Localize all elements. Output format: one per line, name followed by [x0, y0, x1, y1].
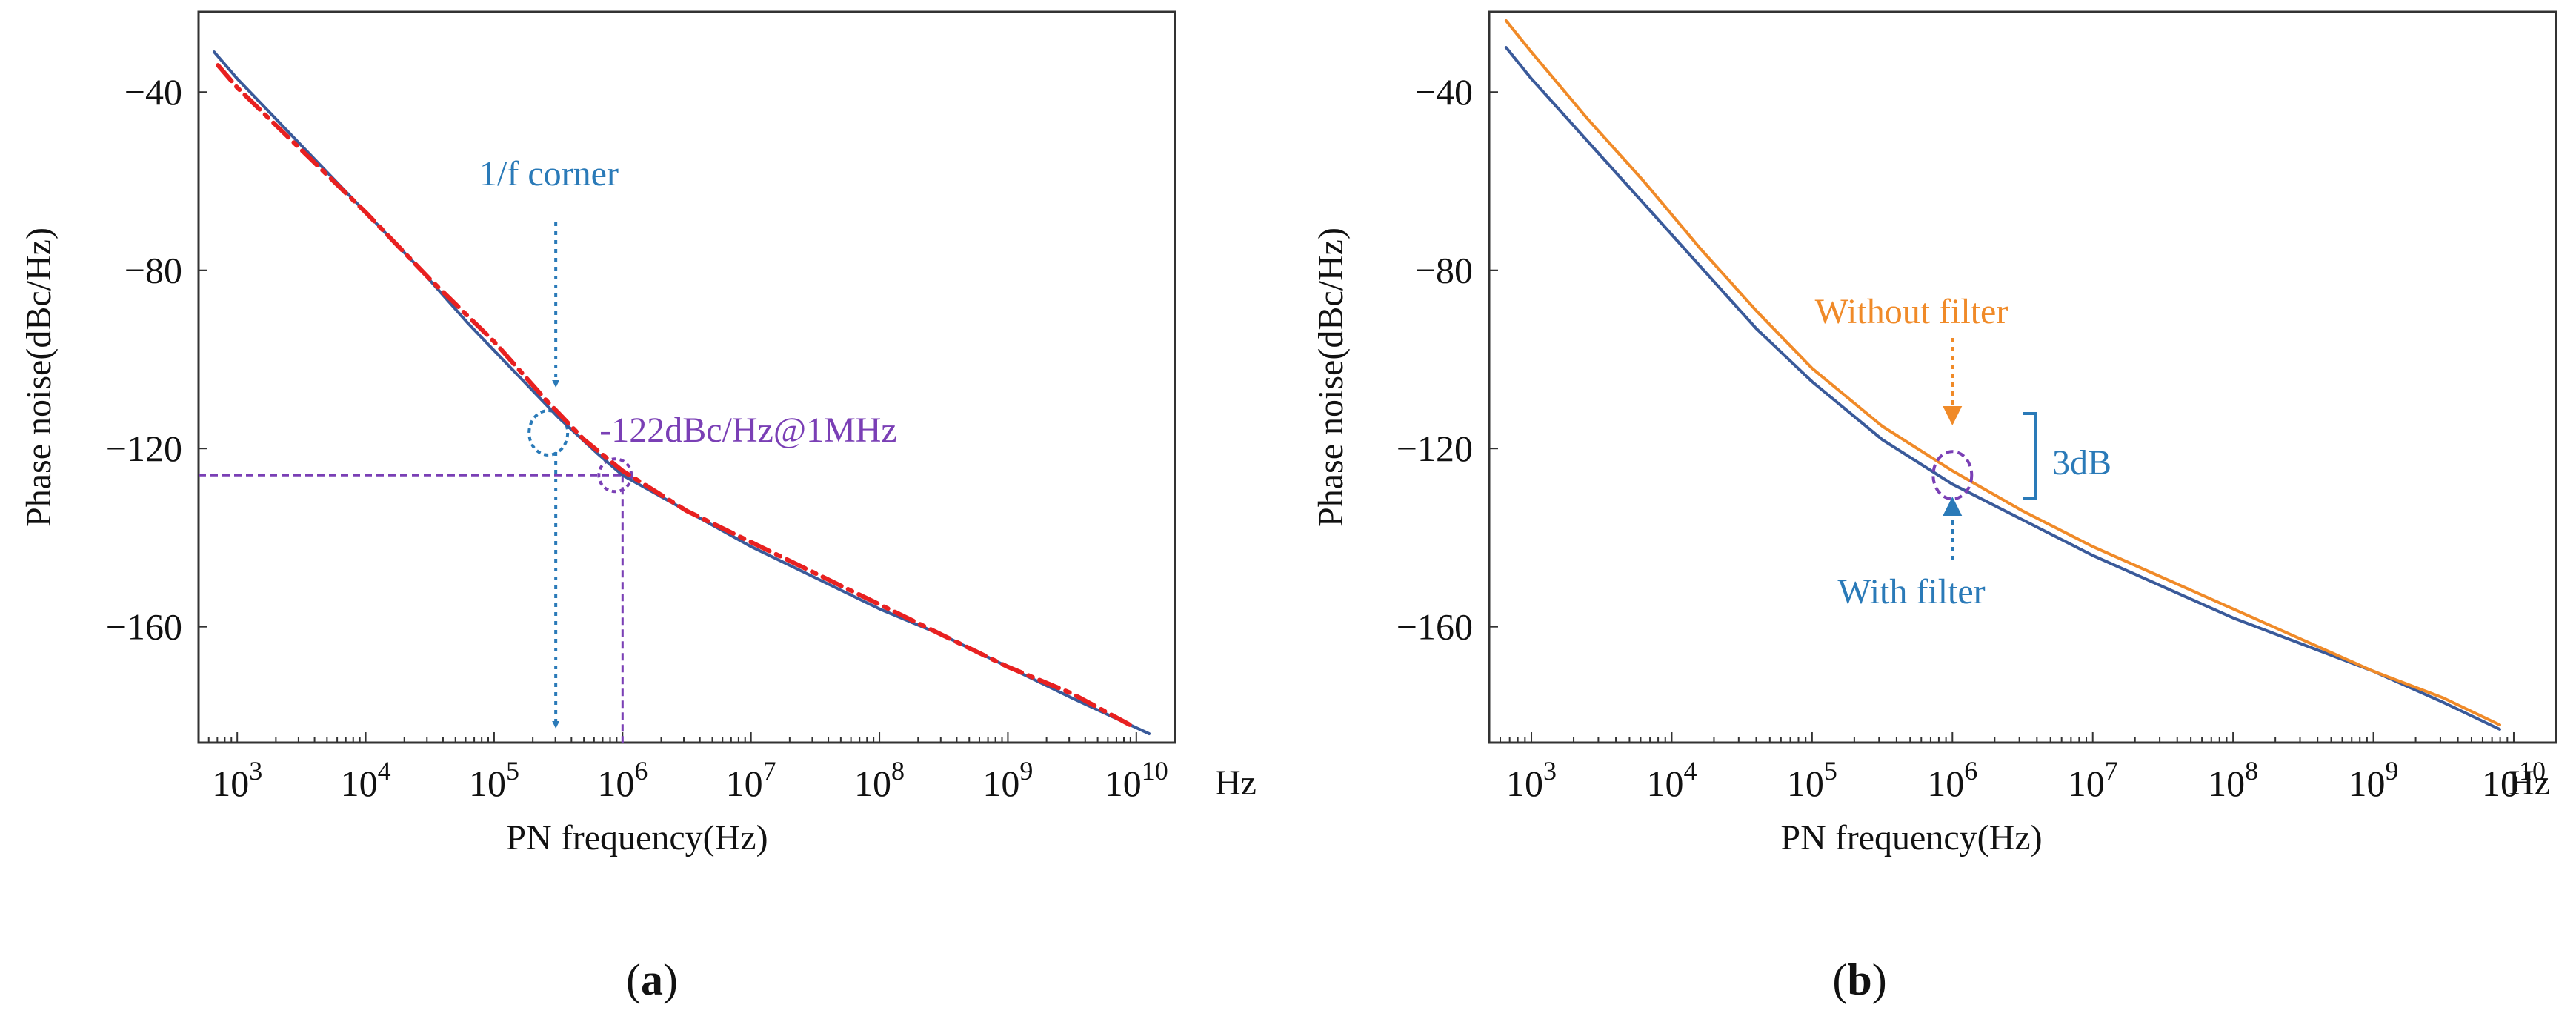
x-tick-label: 106: [1927, 756, 1977, 804]
corner-label: 1/f corner: [479, 154, 619, 193]
x-tick-label: 105: [1787, 756, 1837, 804]
x-tick-label: 107: [726, 756, 776, 804]
diff-label: 3dB: [2052, 443, 2111, 482]
y-tick-label: −40: [1415, 71, 1473, 113]
x-tick-labels-a: 103 104 105 106 107 108 109 1010: [212, 756, 1168, 804]
pn-marker-circle: [597, 457, 633, 494]
series-line-with-filter: [1504, 46, 2501, 731]
without-filter-label: Without filter: [1815, 292, 2008, 331]
x-tick-label: 108: [2208, 756, 2258, 804]
y-tick-labels-b: −40 −80 −120 −160: [1397, 71, 1473, 647]
panel-label-a: (a): [626, 955, 678, 1004]
plot-frame-a: [197, 10, 1176, 744]
x-tick-label: 106: [597, 756, 648, 804]
y-axis-label-b: Phase noise(dBc/Hz): [1311, 228, 1351, 527]
plot-frame-b: [1488, 10, 2557, 744]
y-tick-label: −160: [106, 606, 182, 648]
y-axis-label-a: Phase noise(dBc/Hz): [19, 228, 59, 527]
y-tick-label: −120: [106, 428, 182, 469]
x-tick-label: 107: [2068, 756, 2118, 804]
y-tick-label: −80: [1415, 250, 1473, 291]
panel-letter-a: a: [641, 955, 663, 1004]
series-b: [1504, 19, 2501, 731]
x-tick-label: 109: [982, 756, 1033, 804]
x-unit-a: Hz: [1215, 763, 1257, 803]
x-tick-label: 1010: [1105, 756, 1168, 804]
series-line-fit: [216, 63, 1133, 727]
x-tick-label: 105: [469, 756, 519, 804]
with-filter-label: With filter: [1837, 572, 1985, 611]
with-arrow-head: [1943, 497, 1963, 516]
filter-marker-circle: [1931, 450, 1974, 501]
series-a: [213, 50, 1151, 735]
x-unit-b: Hz: [2509, 763, 2550, 803]
pn-label: -122dBc/Hz@1MHz: [599, 411, 896, 450]
x-tick-label: 1010: [2482, 756, 2546, 804]
x-tick-label: 104: [1646, 756, 1697, 804]
annotations-b: [1931, 338, 2037, 560]
x-tick-label: 104: [341, 756, 391, 804]
diff-bracket: [2023, 412, 2037, 500]
x-tick-label: 109: [2349, 756, 2399, 804]
y-tick-labels-a: −40 −80 −120 −160: [106, 71, 182, 647]
y-tick-label: −120: [1397, 428, 1473, 469]
series-line-without-filter: [1504, 19, 2501, 726]
panel-a: Phase noise(dBc/Hz) −40−80−120−160 103 10…: [19, 10, 1257, 1004]
x-axis-label-a: PN frequency(Hz): [506, 818, 768, 857]
annotations-a: [199, 222, 633, 743]
panel-label-b: (b): [1832, 955, 1886, 1004]
corner-marker-circle: [527, 409, 570, 457]
panel-b: Phase noise(dBc/Hz) −40−80−120−160 103 10…: [1311, 10, 2557, 1004]
tick-marks-b: [1488, 91, 2557, 743]
without-arrow-head: [1943, 406, 1963, 425]
x-tick-labels-b: 103 104 105 106 107 108 109 1010: [1506, 756, 2546, 804]
x-tick-label: 103: [1506, 756, 1557, 804]
series-line-simulated: [213, 50, 1151, 735]
tick-marks-a: [198, 91, 1176, 743]
y-tick-label: −160: [1397, 606, 1473, 648]
x-tick-label: 108: [854, 756, 905, 804]
y-tick-label: −80: [124, 250, 182, 291]
panel-letter-b: b: [1847, 955, 1871, 1004]
x-axis-label-b: PN frequency(Hz): [1780, 818, 2042, 857]
y-tick-label: −40: [124, 71, 182, 113]
x-tick-label: 103: [212, 756, 262, 804]
